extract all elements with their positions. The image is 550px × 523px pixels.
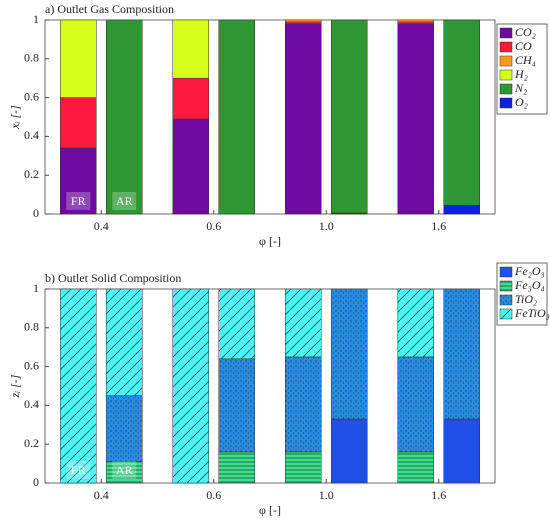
legend-swatch	[499, 266, 513, 278]
legend-label: O₂	[515, 95, 528, 109]
bar-segment	[397, 23, 434, 215]
y-tick-label: 0.4	[24, 397, 39, 411]
bar-pattern	[218, 451, 255, 483]
bar-pattern	[331, 289, 368, 419]
bar-pattern	[285, 356, 322, 452]
bar-segment	[60, 147, 97, 215]
bar-label: FR	[71, 463, 86, 477]
bar-label: AR	[116, 463, 133, 477]
y-axis-label: xᵢ [-]	[8, 105, 22, 130]
x-axis-label: φ [-]	[259, 234, 281, 248]
bar-segment	[172, 118, 209, 215]
x-tick-label: 1.6	[431, 219, 446, 233]
bar-segment	[397, 19, 434, 23]
y-tick-label: 0.8	[24, 320, 39, 334]
bar-pattern	[218, 358, 255, 452]
legend-label: H₂	[514, 67, 528, 81]
bar-pattern	[397, 451, 434, 483]
legend-label: Fe₃O₄	[514, 278, 545, 292]
bar-pattern	[397, 289, 434, 357]
y-tick-label: 0	[33, 206, 39, 220]
bar-segment	[172, 77, 209, 120]
bar-label-bg	[112, 461, 137, 479]
y-tick-label: 1	[33, 12, 39, 26]
bar-label-bg	[66, 461, 91, 479]
bar-pattern	[106, 395, 143, 462]
plot-area	[44, 19, 496, 215]
bar-pattern	[397, 356, 434, 452]
legend-swatch	[499, 83, 513, 95]
legend-label: Fe₂O₃	[514, 264, 545, 278]
legend-pattern	[500, 281, 512, 291]
legend-label: FeTiO₃	[514, 306, 550, 320]
legend-swatch	[499, 97, 513, 109]
bar-pattern	[60, 289, 97, 483]
y-tick-label: 0.2	[24, 167, 39, 181]
legend-label: CO	[515, 39, 532, 53]
y-tick-label: 0	[33, 475, 39, 489]
chart-title: a) Outlet Gas Composition	[45, 2, 174, 16]
bar-segment	[218, 19, 255, 215]
bar-segment	[285, 23, 322, 215]
y-tick-label: 1	[33, 281, 39, 295]
bar-segment	[331, 418, 368, 484]
bar-segment	[331, 19, 368, 214]
bar-segment	[443, 205, 480, 215]
bar-segment	[106, 19, 143, 215]
bar-pattern	[172, 289, 209, 483]
legend-swatch	[499, 27, 513, 39]
legend-label: TiO₂	[515, 292, 537, 306]
legend-swatch	[499, 69, 513, 81]
bar-label: AR	[116, 194, 133, 208]
y-axis-label: zᵢ [-]	[8, 374, 22, 398]
bar-segment	[172, 19, 209, 79]
bar-segment	[285, 19, 322, 23]
bar-segment	[443, 19, 480, 206]
legend-label: CH₄	[515, 53, 536, 67]
bar-pattern	[285, 289, 322, 357]
legend-label: N₂	[514, 81, 527, 95]
plot-area	[44, 288, 496, 484]
bar-segment	[397, 21, 434, 25]
x-tick-label: 1.0	[319, 488, 334, 502]
y-tick-label: 0.6	[24, 358, 39, 372]
x-axis-label: φ [-]	[259, 503, 281, 517]
legend-label: CO₂	[515, 25, 536, 39]
x-tick-label: 0.6	[206, 219, 221, 233]
x-tick-label: 0.4	[94, 219, 109, 233]
x-tick-label: 1.0	[319, 219, 334, 233]
x-tick-label: 0.4	[94, 488, 109, 502]
legend-swatch	[499, 55, 513, 67]
bar-pattern	[106, 461, 143, 483]
y-tick-label: 0.2	[24, 436, 39, 450]
bar-segment	[60, 19, 97, 98]
legend-swatch	[499, 41, 513, 53]
x-tick-label: 0.6	[206, 488, 221, 502]
bar-label-bg	[112, 192, 137, 210]
bar-pattern	[285, 451, 322, 483]
bar-pattern	[443, 289, 480, 419]
y-tick-label: 0.6	[24, 89, 39, 103]
bar-label: FR	[71, 194, 86, 208]
bar-segment	[285, 21, 322, 25]
legend-pattern	[500, 295, 512, 305]
bar-segment	[443, 418, 480, 484]
y-tick-label: 0.8	[24, 51, 39, 65]
x-tick-label: 1.6	[431, 488, 446, 502]
bar-label-bg	[66, 192, 91, 210]
bar-pattern	[106, 289, 143, 396]
legend-pattern	[500, 309, 512, 319]
chart-title: b) Outlet Solid Composition	[45, 271, 181, 285]
y-tick-label: 0.4	[24, 128, 39, 142]
bar-pattern	[218, 289, 255, 359]
bar-segment	[60, 97, 97, 149]
